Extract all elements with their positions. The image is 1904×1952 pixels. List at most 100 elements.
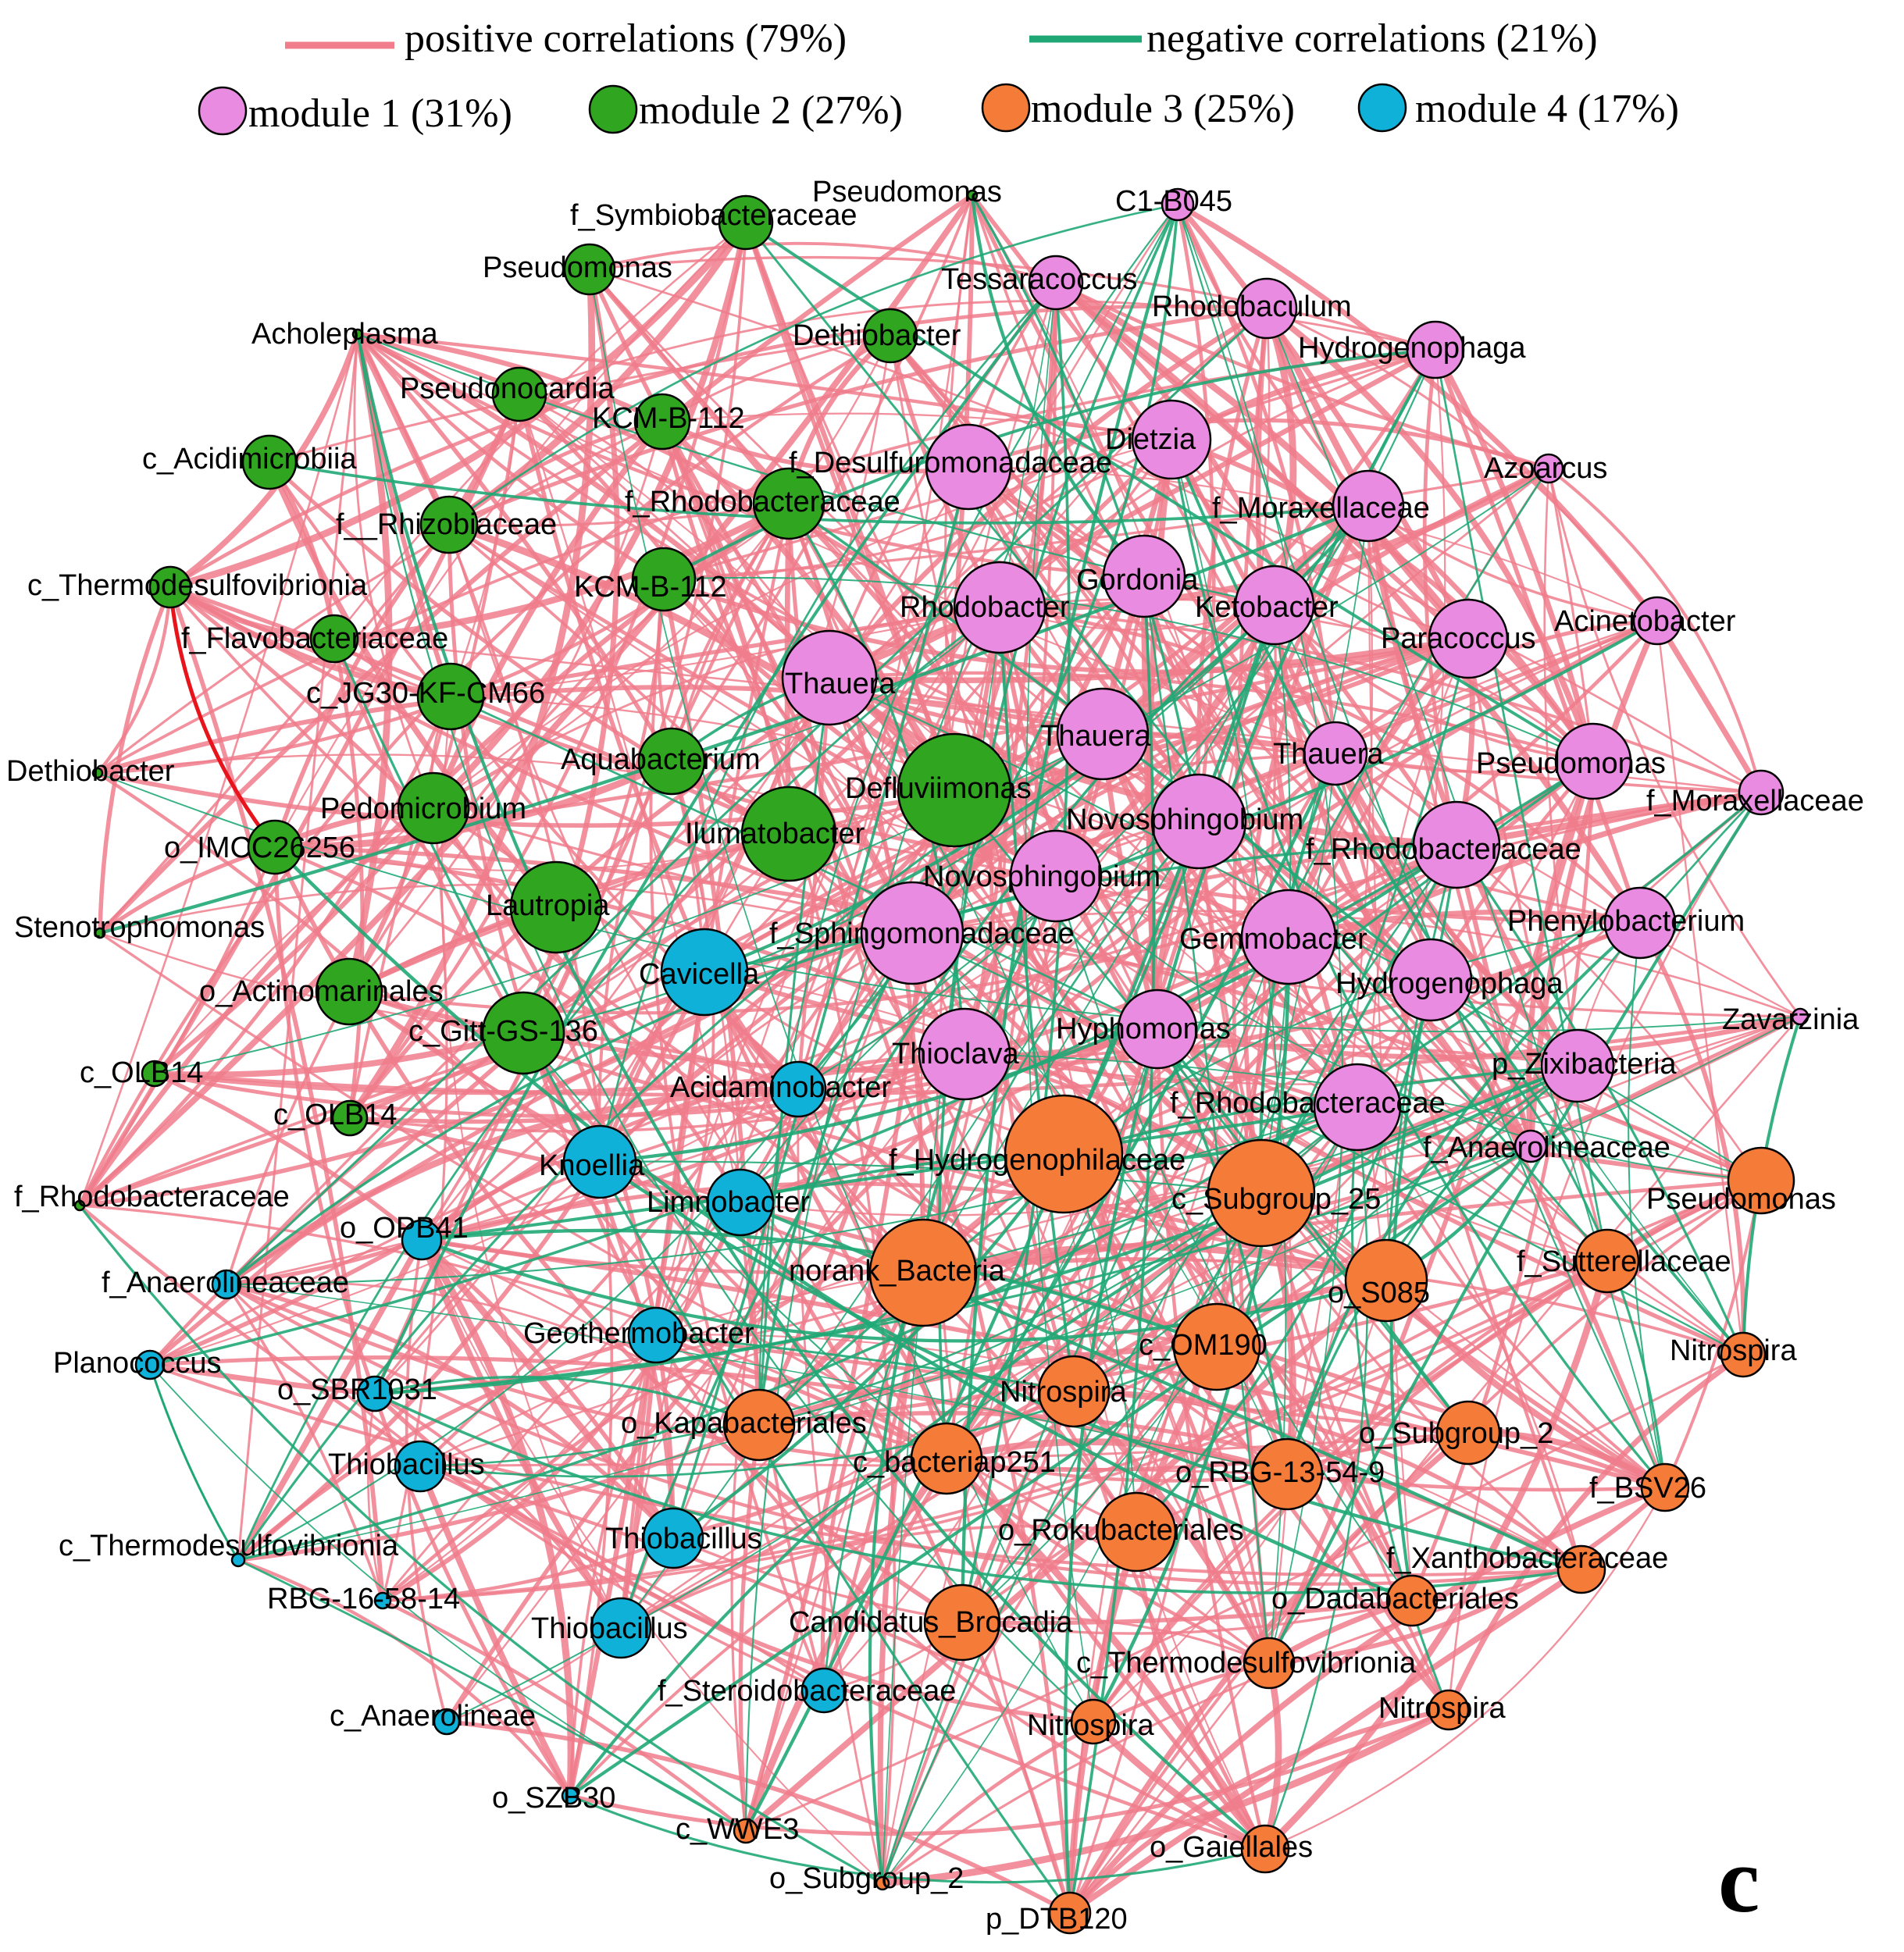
node-label: f_Xanthobacteraceae	[1386, 1542, 1668, 1575]
node-label: Cavicella	[639, 958, 760, 991]
positive-correlation-edge	[224, 1085, 799, 1288]
positive-correlation-edge	[447, 524, 948, 1459]
node-module1	[1332, 469, 1405, 543]
node-module1	[1632, 596, 1682, 646]
node-label: Geothermobacter	[523, 1317, 754, 1350]
positive-correlation-edge	[1447, 792, 1763, 1711]
node-module2	[897, 732, 1012, 848]
node-module1	[1235, 277, 1298, 340]
positive-correlation-edge	[743, 1278, 1389, 1833]
positive-correlation-edge	[225, 1283, 384, 1601]
positive-correlation-edge	[1547, 468, 1595, 762]
legend-positive-label: positive correlations (79%)	[405, 16, 847, 61]
node-module1	[1240, 889, 1337, 985]
negative-correlation-edge	[1170, 439, 1745, 1356]
positive-correlation-edge	[1093, 1280, 1388, 1722]
node-module3	[1207, 1138, 1316, 1248]
positive-correlation-edge	[1333, 752, 1580, 1068]
node-module2	[315, 957, 383, 1026]
positive-correlation-edge	[431, 222, 750, 810]
node-module3	[1243, 1637, 1296, 1690]
node-label: f_Steroidobacteraceae	[658, 1675, 956, 1708]
positive-correlation-edge	[347, 269, 596, 1120]
node-label: c_Anaerolineae	[330, 1700, 536, 1733]
node-module2	[633, 393, 691, 451]
positive-correlation-edge	[796, 677, 832, 1090]
positive-correlation-edge	[373, 1391, 1094, 1724]
positive-correlation-edge	[1068, 1566, 1584, 1916]
node-module1	[1533, 453, 1564, 484]
node-labels: f_SymbiobacteraceaePseudomonasPseudomona…	[6, 176, 1864, 1936]
positive-correlation-edge	[828, 675, 1290, 939]
negative-correlation-edge	[599, 843, 1458, 1164]
negative-correlation-edge	[1285, 921, 1642, 1475]
positive-correlation-edge	[1175, 202, 1471, 640]
node-module3	[733, 1818, 759, 1844]
node-module3	[1240, 1824, 1290, 1874]
positive-correlation-edge	[877, 1272, 926, 1884]
negative-correlation-edge	[1266, 308, 1666, 1488]
node-module3	[923, 1583, 1001, 1662]
positive-correlation-edge	[417, 1465, 573, 1797]
node-label: Nitrospira	[1000, 1376, 1127, 1409]
positive-correlation-edge	[419, 1464, 1094, 1723]
positive-correlation-edge	[1175, 203, 1338, 754]
positive-correlation-edge	[1286, 1472, 1666, 1492]
node-module4	[433, 1708, 461, 1736]
node-label: o_RBG-13-54-9	[1175, 1456, 1385, 1489]
positive-correlation-edge	[569, 1345, 1218, 1797]
node-module1	[918, 1007, 1011, 1101]
negative-correlation-edge	[1429, 978, 1667, 1488]
positive-correlation-edge	[1171, 437, 1596, 763]
node-module2	[309, 614, 359, 664]
node-label: c_Thermodesulfovibrionia	[27, 569, 368, 602]
positive-correlation-edge	[519, 299, 1436, 396]
positive-correlation-edge	[757, 607, 1002, 1427]
node-label: Stenotrophomonas	[14, 911, 265, 944]
node-label: c_OM190	[1139, 1329, 1268, 1362]
positive-correlation-edge	[274, 222, 747, 848]
negative-correlation-edge	[374, 1064, 1578, 1396]
node-label: Phenylobacterium	[1507, 905, 1745, 938]
positive-correlation-edge	[225, 307, 1268, 1286]
node-module2	[631, 547, 697, 612]
node-module2	[419, 495, 479, 554]
positive-correlation-edge	[1090, 1719, 1267, 1852]
positive-correlation-edge	[367, 1393, 384, 1601]
positive-correlation-edge	[882, 1568, 1582, 1885]
node-module4	[627, 1306, 685, 1364]
node-module2	[241, 434, 298, 490]
positive-correlation-edge	[149, 791, 1762, 1366]
negative-correlation-edge	[911, 932, 1288, 1475]
node-label: c_JG30-KF-CM66	[306, 677, 545, 710]
node-module1	[1603, 886, 1677, 960]
node-label: Pedomicrobium	[320, 793, 526, 825]
negative-correlation-edge	[448, 203, 1178, 526]
positive-correlation-edge	[1143, 575, 1594, 763]
positive-correlation-edge	[1654, 619, 1764, 794]
node-label: f__Rhizobiaceae	[336, 508, 557, 541]
positive-correlation-edge	[964, 1053, 1578, 1085]
positive-correlation-edge	[1175, 204, 1216, 822]
node-label: o_Kapabacteriales	[621, 1407, 867, 1440]
node-module3	[875, 1875, 890, 1891]
positive-correlation-edge	[226, 1238, 423, 1287]
negative-correlation-edge	[1268, 791, 1763, 1664]
node-label: RBG-16-58-14	[267, 1583, 460, 1615]
node-label: norank_Bacteria	[789, 1255, 1006, 1288]
node-module3	[1172, 1302, 1261, 1391]
negative-correlation-edge	[237, 1558, 747, 1833]
node-module2	[141, 1060, 169, 1088]
positive-correlation-edge	[78, 696, 453, 1207]
positive-correlation-edge	[1467, 638, 1609, 1262]
negative-correlation-edge	[148, 1364, 240, 1561]
node-label: Limnobacter	[647, 1186, 810, 1219]
positive-correlation-edge	[1456, 843, 1763, 1181]
positive-correlation-edge	[1068, 1016, 1801, 1914]
positive-correlation-edge	[77, 193, 975, 1208]
node-label: c_Thermodesulfovibrionia	[59, 1530, 399, 1562]
node-label: f_Desulfuromonadaceae	[789, 447, 1112, 479]
node-label: Azoarcus	[1484, 452, 1607, 485]
positive-correlation-edge	[911, 637, 1469, 935]
node-label: Nitrospira	[1670, 1334, 1797, 1367]
